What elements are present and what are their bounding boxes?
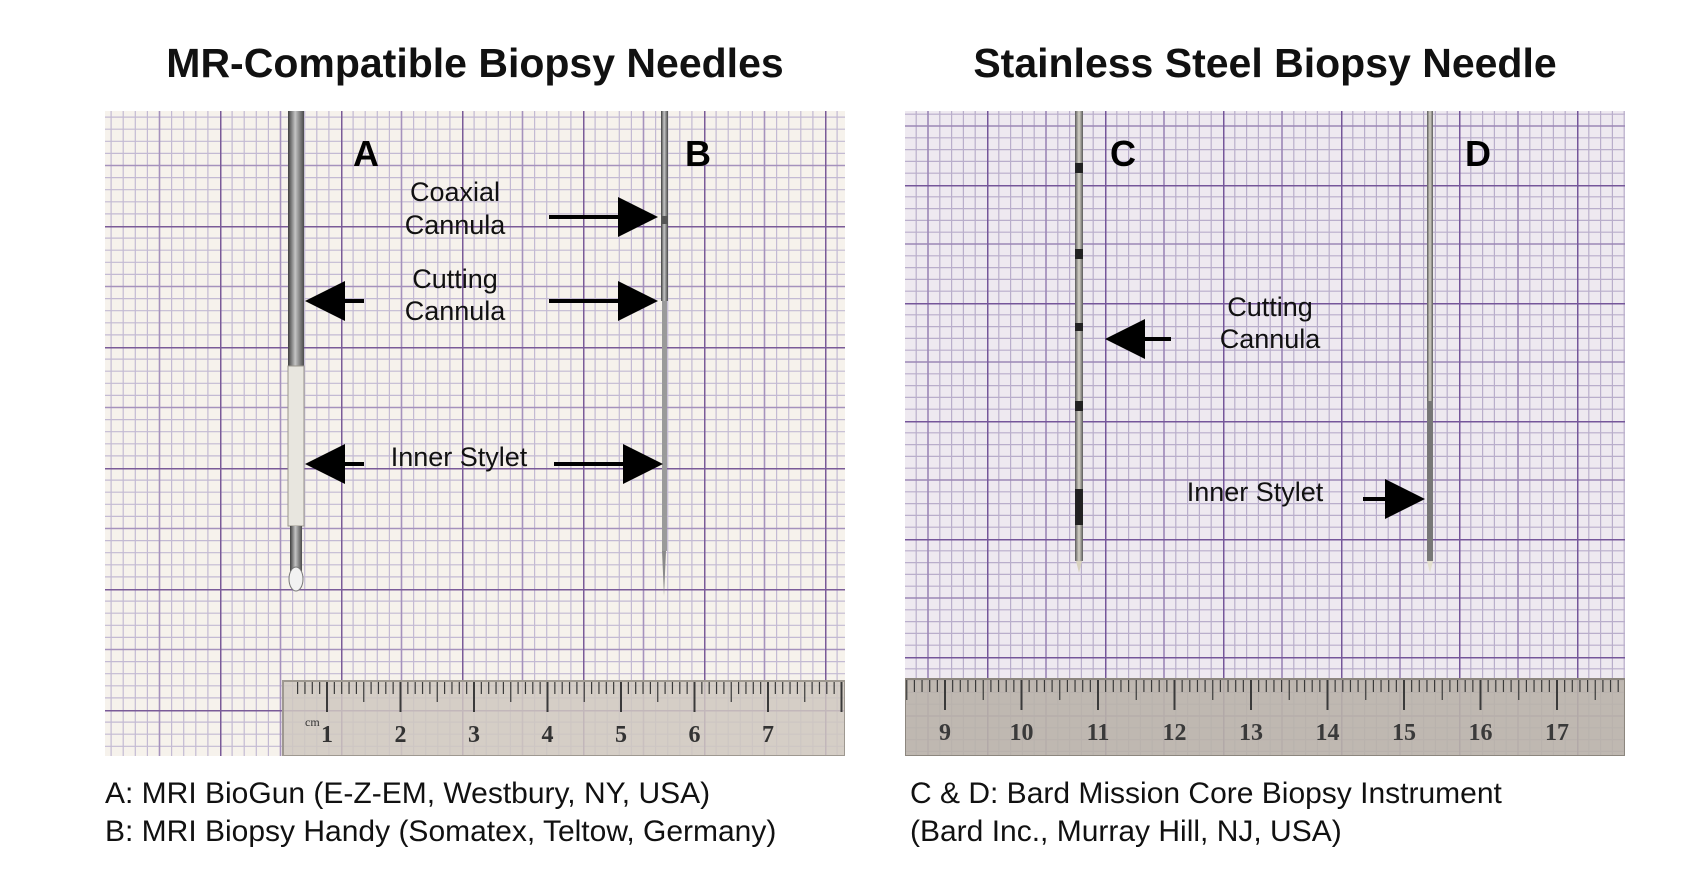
ruler-number: 13 — [1239, 720, 1263, 746]
ruler-number: 4 — [542, 722, 554, 748]
caption-needles-cd-line1: C & D: Bard Mission Core Biopsy Instrume… — [910, 777, 1502, 810]
left-photo-panel: cm 1 2 3 4 5 6 7 A B Coaxial Cannula Cutting C… — [105, 111, 845, 756]
ruler-number: 7 — [762, 722, 774, 748]
ruler-number: 16 — [1469, 720, 1493, 746]
right-panel-title: Stainless Steel Biopsy Needle — [973, 40, 1557, 86]
ruler-number: 14 — [1316, 720, 1340, 746]
cutting-cannula-label-line2: Cannula — [405, 296, 507, 326]
right-caption: C & D: Bard Mission Core Biopsy Instrume… — [910, 775, 1502, 851]
needle-c-label: C — [1110, 133, 1136, 174]
ruler-number: 2 — [395, 722, 407, 748]
ruler-number: 15 — [1392, 720, 1416, 746]
ruler-number: 11 — [1087, 720, 1110, 746]
needle-c — [1075, 111, 1083, 573]
caption-needle-b: B: MRI Biopsy Handy (Somatex, Teltow, Ge… — [105, 815, 777, 848]
coaxial-cannula-label-line1: Coaxial — [410, 177, 500, 207]
inner-stylet-label: Inner Stylet — [391, 442, 528, 472]
cutting-cannula-label-line1: Cutting — [412, 264, 498, 294]
needle-b — [661, 111, 668, 596]
left-panel-title: MR-Compatible Biopsy Needles — [166, 40, 784, 86]
ruler-left: cm 1 2 3 4 5 6 7 — [282, 680, 845, 756]
ruler-number: 9 — [939, 720, 951, 746]
ruler-number: 5 — [615, 722, 627, 748]
needle-b-label: B — [685, 133, 711, 174]
ruler-number: 17 — [1545, 720, 1569, 746]
ruler-number: 10 — [1010, 720, 1034, 746]
needle-d-label: D — [1465, 133, 1491, 174]
left-caption: A: MRI BioGun (E-Z-EM, Westbury, NY, USA… — [105, 775, 776, 851]
ruler-number: 6 — [689, 722, 701, 748]
ruler-number: 1 — [321, 722, 333, 748]
needle-a — [287, 111, 305, 592]
cutting-cannula-label-c-line1: Cutting — [1227, 292, 1313, 322]
ruler-number: 3 — [468, 722, 480, 748]
inner-stylet-label-d: Inner Stylet — [1187, 477, 1324, 507]
needle-d — [1427, 111, 1433, 573]
ruler-unit: cm — [305, 715, 320, 729]
needle-a-label: A — [353, 133, 379, 174]
ruler-number: 12 — [1163, 720, 1187, 746]
ruler-right: 9 10 11 12 13 14 15 16 17 — [905, 678, 1625, 756]
cutting-cannula-label-c-line2: Cannula — [1220, 324, 1322, 354]
coaxial-cannula-label-line2: Cannula — [405, 210, 507, 240]
caption-needles-cd-line2: (Bard Inc., Murray Hill, NJ, USA) — [910, 815, 1342, 848]
right-photo-panel: 9 10 11 12 13 14 15 16 17 C D Cutting Cannula In… — [905, 111, 1625, 756]
caption-needle-a: A: MRI BioGun (E-Z-EM, Westbury, NY, USA… — [105, 777, 711, 810]
